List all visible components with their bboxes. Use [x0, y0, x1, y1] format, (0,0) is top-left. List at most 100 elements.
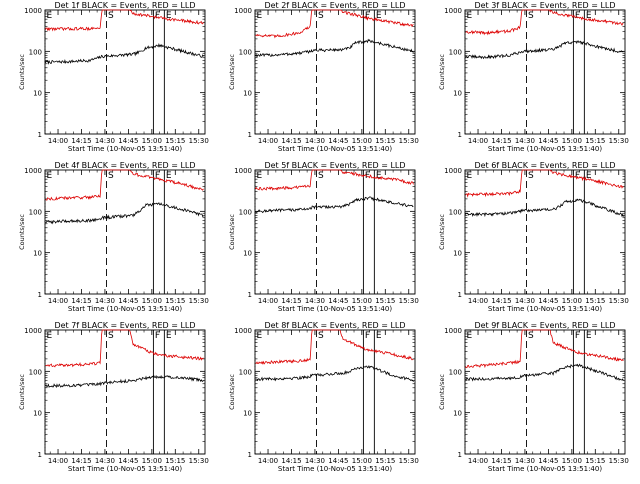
event-marker-label: S: [528, 331, 534, 341]
y-tick-label: 1000: [234, 167, 252, 175]
series-line-events: [255, 365, 414, 383]
event-marker-label: E: [47, 11, 53, 21]
series-line-events: [465, 198, 624, 218]
y-tick-label: 1: [458, 291, 462, 299]
x-tick-label: 14:15: [281, 137, 301, 145]
series-line-lld: [255, 9, 414, 39]
event-marker-label: E: [257, 331, 263, 341]
x-tick-label: 15:15: [165, 457, 185, 465]
event-marker-label: S: [318, 171, 324, 181]
x-tick-label: 14:15: [491, 297, 511, 305]
event-marker-label: S: [108, 331, 114, 341]
plot-frame: [44, 169, 206, 295]
y-tick-label: 1: [458, 451, 462, 459]
x-axis-label: Start Time (10-Nov-05 13:51:40): [488, 145, 602, 153]
series-line-lld: [45, 329, 204, 368]
y-tick-label: 1: [38, 131, 42, 139]
panel-title: Det 3f BLACK = Events, RED = LLD: [474, 1, 615, 10]
x-tick-label: 15:00: [142, 457, 162, 465]
x-tick-label: 15:00: [352, 457, 372, 465]
x-tick-label: 15:00: [562, 137, 582, 145]
event-marker-label: E: [376, 171, 382, 181]
y-tick-label: 10: [243, 90, 252, 98]
panel-title: Det 1f BLACK = Events, RED = LLD: [54, 1, 195, 10]
event-marker-label: E: [586, 171, 592, 181]
x-tick-label: 15:30: [609, 457, 629, 465]
x-tick-label: 14:45: [328, 297, 348, 305]
x-tick-label: 14:45: [328, 457, 348, 465]
x-tick-label: 15:00: [142, 297, 162, 305]
plot-frame: [464, 9, 626, 135]
y-tick-label: 10: [453, 250, 462, 258]
event-marker-label: F: [365, 331, 370, 341]
x-tick-label: 15:00: [562, 297, 582, 305]
x-tick-label: 15:30: [399, 137, 419, 145]
x-tick-label: 14:15: [491, 137, 511, 145]
x-tick-label: 14:15: [281, 457, 301, 465]
panel-det-5: Det 5f BLACK = Events, RED = LLD 1 10 100 10…: [228, 161, 419, 313]
event-marker-label: E: [47, 331, 53, 341]
y-axis-label: Counts/sec: [228, 374, 236, 410]
panel-det-8: Det 8f BLACK = Events, RED = LLD 1 10 100 10…: [228, 321, 419, 473]
event-marker-label: E: [467, 11, 473, 21]
event-marker-label: E: [257, 171, 263, 181]
x-tick-label: 15:00: [352, 297, 372, 305]
x-tick-label: 15:30: [189, 297, 209, 305]
x-tick-label: 14:45: [538, 457, 558, 465]
series-line-lld: [255, 169, 414, 191]
y-tick-label: 100: [239, 48, 252, 56]
x-tick-label: 14:45: [538, 137, 558, 145]
event-marker-label: S: [318, 331, 324, 341]
x-tick-label: 14:00: [258, 137, 278, 145]
y-tick-label: 100: [29, 368, 42, 376]
x-axis-label: Start Time (10-Nov-05 13:51:40): [68, 305, 182, 313]
y-tick-label: 1000: [444, 167, 462, 175]
x-tick-label: 14:15: [71, 457, 91, 465]
x-tick-label: 14:00: [258, 297, 278, 305]
panel-det-1: Det 1f BLACK = Events, RED = LLD 1 10 100 10…: [18, 1, 209, 153]
x-tick-label: 15:15: [165, 137, 185, 145]
plot-frame: [254, 9, 416, 135]
x-tick-label: 14:30: [95, 457, 115, 465]
y-tick-label: 100: [239, 368, 252, 376]
panel-title: Det 5f BLACK = Events, RED = LLD: [264, 161, 405, 170]
plot-frame: [44, 329, 206, 455]
y-tick-label: 10: [243, 250, 252, 258]
y-tick-label: 1: [38, 291, 42, 299]
event-marker-label: S: [528, 11, 534, 21]
x-tick-label: 14:30: [95, 137, 115, 145]
x-tick-label: 15:15: [165, 297, 185, 305]
event-marker-label: E: [166, 331, 172, 341]
y-tick-label: 100: [239, 208, 252, 216]
y-tick-label: 1000: [234, 7, 252, 15]
panel-title: Det 4f BLACK = Events, RED = LLD: [54, 161, 195, 170]
y-tick-label: 100: [449, 368, 462, 376]
y-tick-label: 1: [458, 131, 462, 139]
y-tick-label: 1000: [24, 167, 42, 175]
panel-title: Det 6f BLACK = Events, RED = LLD: [474, 161, 615, 170]
event-marker-label: F: [155, 11, 160, 21]
y-axis-label: Counts/sec: [438, 214, 446, 250]
x-tick-label: 14:45: [328, 137, 348, 145]
x-axis-label: Start Time (10-Nov-05 13:51:40): [488, 305, 602, 313]
series-line-lld: [255, 329, 414, 365]
event-marker-label: F: [575, 331, 580, 341]
panel-det-7: Det 7f BLACK = Events, RED = LLD 1 10 100 10…: [18, 321, 209, 473]
event-marker-label: E: [586, 331, 592, 341]
panel-det-4: Det 4f BLACK = Events, RED = LLD 1 10 100 10…: [18, 161, 209, 313]
event-marker-label: S: [108, 171, 114, 181]
plot-frame: [254, 169, 416, 295]
x-tick-label: 14:00: [468, 297, 488, 305]
x-tick-label: 15:00: [142, 137, 162, 145]
x-tick-label: 15:30: [609, 137, 629, 145]
x-axis-label: Start Time (10-Nov-05 13:51:40): [68, 145, 182, 153]
x-tick-label: 14:30: [305, 457, 325, 465]
x-tick-label: 15:00: [352, 137, 372, 145]
x-tick-label: 14:15: [281, 297, 301, 305]
x-tick-label: 14:45: [118, 297, 138, 305]
panel-title: Det 9f BLACK = Events, RED = LLD: [474, 321, 615, 330]
event-marker-label: E: [586, 11, 592, 21]
event-marker-label: E: [376, 331, 382, 341]
x-tick-label: 15:15: [375, 137, 395, 145]
y-tick-label: 1: [248, 291, 252, 299]
